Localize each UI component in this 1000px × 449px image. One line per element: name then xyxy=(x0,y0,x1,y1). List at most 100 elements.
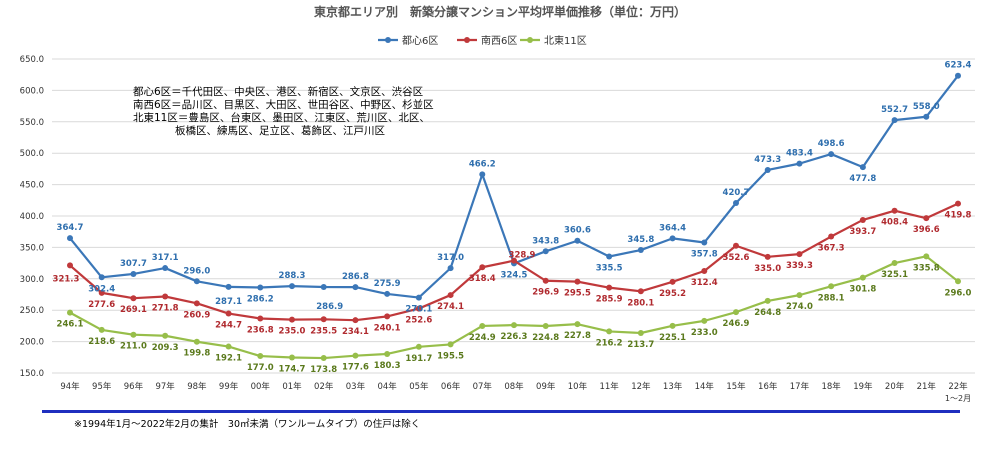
data-point xyxy=(257,284,264,291)
data-label: 218.6 xyxy=(88,337,115,347)
data-label: 420.7 xyxy=(723,188,750,198)
data-point xyxy=(479,264,486,271)
data-point xyxy=(257,353,264,360)
data-point xyxy=(606,328,613,335)
data-label: 295.2 xyxy=(659,289,686,299)
data-point xyxy=(828,151,835,158)
y-tick-label: 550.0 xyxy=(20,118,44,128)
data-point xyxy=(574,278,581,285)
x-tick-label: 21年 xyxy=(917,381,937,392)
data-label: 364.4 xyxy=(659,223,686,233)
legend-marker xyxy=(527,37,533,43)
data-label: 396.6 xyxy=(913,225,940,235)
x-axis: 94年 95年 96年 97年 98年 99年 00年 01年 02年 03年 04年 05年 06年 0… xyxy=(60,381,971,403)
legend-marker xyxy=(464,37,470,43)
y-axis: 150.0 200.0 250.0 300.0 350.0 400.0 450.0 500.0… xyxy=(20,55,44,379)
data-point xyxy=(542,323,549,330)
data-label: 301.8 xyxy=(849,285,876,295)
data-point xyxy=(289,283,295,290)
x-tick-label: 10年 xyxy=(568,381,588,392)
data-point xyxy=(352,284,359,291)
data-point xyxy=(384,350,391,357)
data-label: 419.8 xyxy=(945,211,972,221)
data-label: 285.9 xyxy=(596,295,623,305)
x-tick-label: 01年 xyxy=(282,381,302,392)
y-tick-label: 300.0 xyxy=(20,275,44,285)
data-label: 558.0 xyxy=(913,102,940,112)
data-point xyxy=(511,257,517,264)
series-lines xyxy=(67,72,961,362)
data-label: 234.1 xyxy=(342,327,369,337)
data-label: 274.0 xyxy=(786,302,813,312)
data-label: 473.3 xyxy=(754,155,781,165)
legend-marker xyxy=(385,37,391,43)
data-point xyxy=(352,352,359,359)
data-label: 296.0 xyxy=(183,266,210,276)
data-label: 271.8 xyxy=(152,304,179,314)
data-point xyxy=(955,278,961,285)
x-tick-label: 02年 xyxy=(314,381,334,392)
data-point xyxy=(225,310,232,317)
data-label: 477.8 xyxy=(849,174,876,184)
data-label: 360.6 xyxy=(564,226,591,236)
data-label: 357.8 xyxy=(691,250,718,260)
y-tick-label: 500.0 xyxy=(20,149,44,159)
data-point xyxy=(733,242,739,249)
data-point xyxy=(352,317,359,324)
data-point xyxy=(289,316,295,323)
data-point xyxy=(193,338,200,345)
x-tick-label: 94年 xyxy=(60,381,80,392)
data-point xyxy=(828,283,835,290)
data-label: 339.3 xyxy=(786,261,813,271)
x-tick-label: 09年 xyxy=(536,381,556,392)
note-line: 南西6区＝品川区、目黒区、大田区、世田谷区、中野区、杉並区 xyxy=(133,99,434,111)
data-label: 286.2 xyxy=(247,294,274,304)
data-point xyxy=(415,294,422,301)
data-point xyxy=(257,315,264,322)
data-point xyxy=(162,332,169,339)
data-label: 195.5 xyxy=(437,351,464,361)
data-point xyxy=(447,341,454,348)
x-tick-label: 06年 xyxy=(441,381,461,392)
data-point xyxy=(637,247,644,254)
data-point xyxy=(733,200,739,207)
x-tick-label: 95年 xyxy=(92,381,112,392)
data-label: 483.4 xyxy=(786,149,813,159)
data-point xyxy=(447,292,454,299)
data-label: 302.4 xyxy=(88,284,115,294)
y-tick-label: 200.0 xyxy=(20,338,44,348)
data-label: 623.4 xyxy=(945,61,972,71)
area-definitions: 都心6区＝千代田区、中央区、港区、新宿区、文京区、渋谷区 南西6区＝品川区、目黒… xyxy=(133,86,434,138)
data-label: 552.7 xyxy=(881,105,908,115)
y-gridlines xyxy=(52,58,975,374)
data-label: 408.4 xyxy=(881,218,908,228)
data-point xyxy=(415,305,422,312)
data-point xyxy=(574,237,581,244)
data-label: 335.0 xyxy=(754,264,781,274)
data-label: 264.8 xyxy=(754,308,781,318)
x-tick-label: 08年 xyxy=(504,381,524,392)
x-tick-label: 07年 xyxy=(473,381,493,392)
data-label: 317.1 xyxy=(152,253,179,263)
data-point xyxy=(859,274,866,281)
data-point xyxy=(479,322,486,329)
data-label: 216.2 xyxy=(596,338,623,348)
data-label: 275.9 xyxy=(374,279,401,289)
data-label: 246.1 xyxy=(57,320,84,330)
x-tick-label: 12年 xyxy=(631,381,651,392)
data-label: 277.6 xyxy=(88,300,115,310)
data-label: 270.1 xyxy=(405,305,432,315)
data-point xyxy=(479,171,486,178)
data-label: 466.2 xyxy=(469,159,496,169)
data-point xyxy=(130,331,137,338)
data-point xyxy=(764,297,771,304)
data-label: 192.1 xyxy=(215,354,242,364)
x-tick-label: 96年 xyxy=(124,381,144,392)
data-point xyxy=(225,343,232,350)
data-label: 269.1 xyxy=(120,305,147,315)
legend-label: 南西6区 xyxy=(481,34,517,47)
data-point xyxy=(98,289,105,296)
data-label: 335.5 xyxy=(596,264,623,274)
data-label: 343.8 xyxy=(532,236,559,246)
x-tick-label: 05年 xyxy=(409,381,429,392)
